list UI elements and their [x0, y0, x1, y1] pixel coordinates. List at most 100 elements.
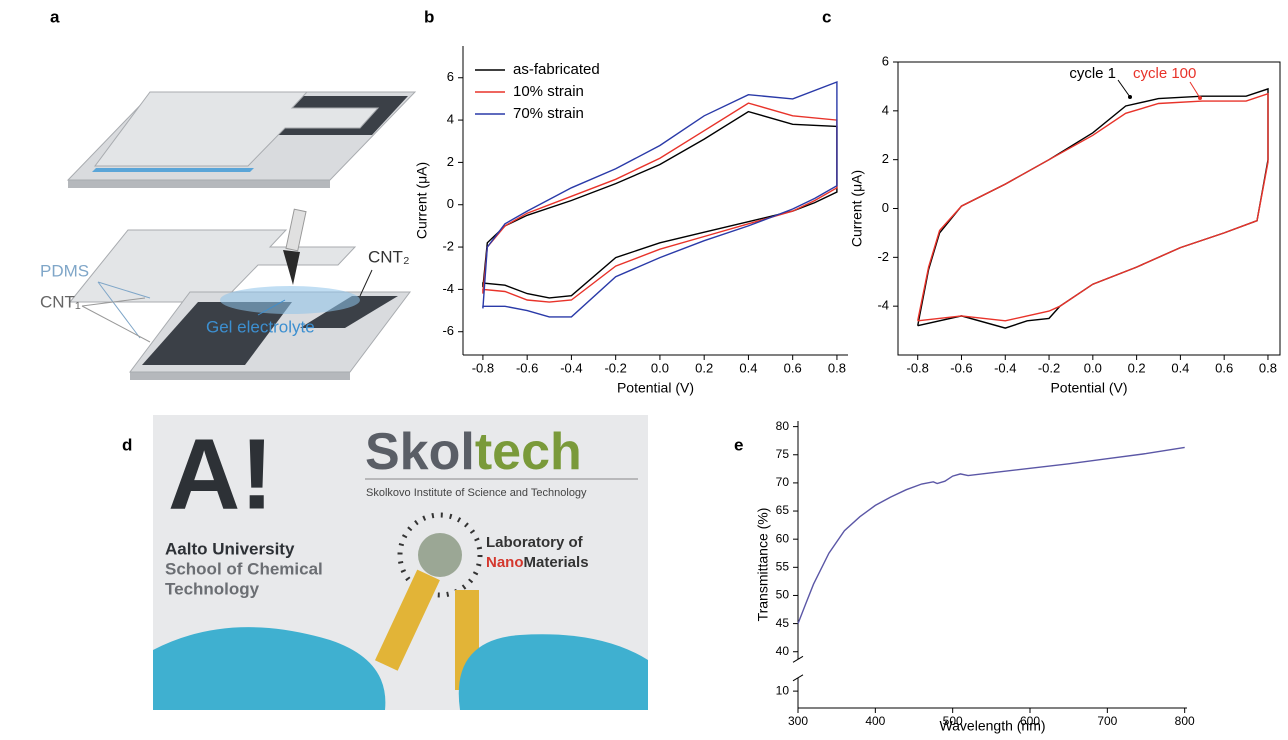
series-label: cycle 1	[1069, 65, 1116, 82]
panel-label: a	[50, 7, 60, 26]
y-axis-label: Transmittance (%)	[755, 508, 771, 622]
y-tick-label: 45	[776, 616, 790, 630]
leader-line	[81, 297, 151, 343]
y-tick-label: 0	[447, 196, 454, 211]
arrow-head	[1198, 96, 1202, 100]
plate-edge	[68, 180, 330, 188]
brush-handle	[285, 208, 307, 252]
x-tick-label: 0.0	[651, 360, 669, 375]
plate-edge	[130, 372, 350, 380]
y-tick-label: 55	[776, 559, 790, 573]
skoltech-subtitle: Skolkovo Institute of Science and Techno…	[366, 487, 587, 499]
x-tick-label: 600	[1020, 714, 1040, 728]
x-tick-label: -0.4	[994, 360, 1016, 375]
y-tick-label: 4	[447, 112, 454, 127]
panel-label: e	[734, 435, 743, 454]
series-line	[917, 87, 1269, 329]
x-tick-label: -0.8	[906, 360, 928, 375]
brush-bristles	[283, 250, 300, 285]
cnt-film	[142, 302, 292, 365]
electrode-pattern	[418, 533, 462, 577]
label-arrow	[1189, 81, 1201, 99]
top-plate	[94, 91, 380, 167]
y-tick-label: 80	[776, 419, 790, 433]
y-tick-label: 60	[776, 531, 790, 545]
x-tick-label: 0.6	[1215, 360, 1233, 375]
y-tick-label: 0	[882, 200, 889, 215]
x-tick-label: -0.6	[950, 360, 972, 375]
x-tick-label: -0.2	[604, 360, 626, 375]
label-cnt2: CNT₂	[368, 247, 410, 266]
panel-label: c	[822, 7, 831, 26]
lab-part: Nano	[486, 554, 524, 571]
aalto-text: Aalto University	[165, 539, 295, 558]
series-label: cycle 100	[1133, 65, 1196, 82]
y-tick-label: 6	[447, 69, 454, 84]
x-tick-label: 500	[943, 714, 963, 728]
y-tick-label: 70	[776, 475, 790, 489]
y-tick-label: 10	[776, 683, 790, 697]
arrow-head	[1128, 95, 1132, 99]
y-tick-label: 6	[882, 53, 889, 68]
y-tick-label: -2	[442, 238, 454, 253]
photo: A! Aalto University School of Chemical T…	[153, 415, 648, 710]
panel-label: d	[122, 435, 132, 454]
gel-electrolyte	[220, 286, 360, 314]
legend-label: 70% strain	[513, 105, 584, 122]
label-gel: Gel electrolyte	[206, 317, 315, 336]
legend-label: 10% strain	[513, 83, 584, 100]
x-axis-label: Potential (V)	[617, 380, 694, 396]
leader-line	[97, 281, 151, 339]
y-tick-label: -4	[442, 281, 454, 296]
lab-text: Laboratory of	[486, 534, 584, 551]
series-line	[482, 102, 838, 303]
x-tick-label: 0.0	[1084, 360, 1102, 375]
series-line	[917, 92, 1269, 322]
y-axis-label: Current (μA)	[849, 170, 865, 247]
aalto-text: Technology	[165, 579, 260, 598]
x-tick-label: -0.2	[1038, 360, 1060, 375]
label-pdms: PDMS	[40, 261, 89, 280]
y-tick-label: 50	[776, 588, 790, 602]
x-tick-label: -0.8	[472, 360, 494, 375]
label-arrow	[1117, 79, 1131, 98]
x-axis-label: Wavelength (nm)	[939, 718, 1045, 734]
panel-label: b	[424, 7, 434, 26]
y-tick-label: 2	[882, 151, 889, 166]
x-tick-label: 800	[1175, 714, 1195, 728]
top-plate	[68, 229, 357, 303]
skoltech-part: Skol	[365, 423, 475, 481]
x-tick-label: 0.8	[1259, 360, 1277, 375]
x-tick-label: -0.6	[516, 360, 538, 375]
axis-break	[792, 674, 804, 682]
y-tick-label: 4	[882, 102, 889, 117]
x-tick-label: 0.4	[1171, 360, 1189, 375]
skoltech-part: tech	[475, 423, 582, 481]
cnt-film	[300, 296, 398, 328]
electrode-pattern	[397, 512, 483, 598]
leader-line	[359, 269, 373, 297]
y-tick-label: -4	[877, 298, 889, 313]
x-tick-label: 300	[788, 714, 808, 728]
x-tick-label: 400	[865, 714, 885, 728]
x-tick-label: -0.4	[560, 360, 582, 375]
y-tick-label: -2	[877, 249, 889, 264]
x-tick-label: 0.2	[695, 360, 713, 375]
lab-part: Materials	[524, 554, 589, 571]
glove	[153, 627, 386, 710]
legend-label: as-fabricated	[513, 61, 600, 78]
y-tick-label: 2	[447, 154, 454, 169]
axis-break	[792, 655, 804, 663]
x-tick-label: 700	[1097, 714, 1117, 728]
label-cnt1: CNT₁	[40, 292, 81, 311]
lab-text: NanoMaterials	[486, 554, 589, 571]
plot-frame	[897, 61, 1281, 356]
device-diagram: PDMS CNT₁ CNT₂ Gel electrolyte	[40, 91, 417, 380]
x-tick-label: 0.2	[1128, 360, 1146, 375]
series-line	[482, 80, 838, 318]
series-line	[482, 110, 838, 299]
series-line	[797, 446, 1185, 624]
y-tick-label: 75	[776, 447, 790, 461]
